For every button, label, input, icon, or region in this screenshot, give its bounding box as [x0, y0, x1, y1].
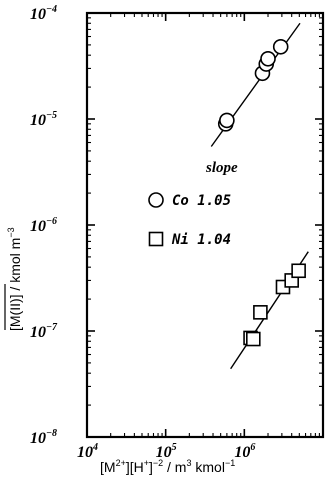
y-tick-label: 10−7: [30, 322, 58, 341]
data-point-co: [220, 113, 234, 127]
data-point-co: [261, 52, 275, 66]
legend-title: slope: [205, 160, 238, 176]
plot-frame: [87, 13, 323, 437]
data-point-co: [274, 40, 288, 54]
y-tick-label: 10−5: [30, 110, 57, 129]
data-point-ni: [247, 333, 260, 346]
y-tick-label: 10−4: [30, 4, 57, 23]
legend-label: Co 1.05: [172, 193, 231, 209]
x-tick-label: 104: [77, 442, 98, 461]
y-tick-label: 10−6: [30, 216, 57, 235]
y-axis-title: [M(II)] / kmol m−3: [6, 227, 23, 331]
x-axis-title: [M2+][H+]−2 / m3 kmol−1: [100, 458, 235, 475]
data-point-ni: [254, 306, 267, 319]
x-tick-label: 106: [234, 442, 255, 461]
data-point-ni: [292, 264, 305, 277]
legend-marker-square: [150, 233, 163, 246]
y-axis-title-group: [M(II)] / kmol m−3: [5, 227, 23, 331]
legend-marker-circle: [149, 193, 163, 207]
legend-label: Ni 1.04: [171, 232, 231, 248]
y-tick-label: 10−8: [30, 428, 57, 447]
legend: slope Co 1.05 Ni 1.04: [149, 160, 238, 248]
